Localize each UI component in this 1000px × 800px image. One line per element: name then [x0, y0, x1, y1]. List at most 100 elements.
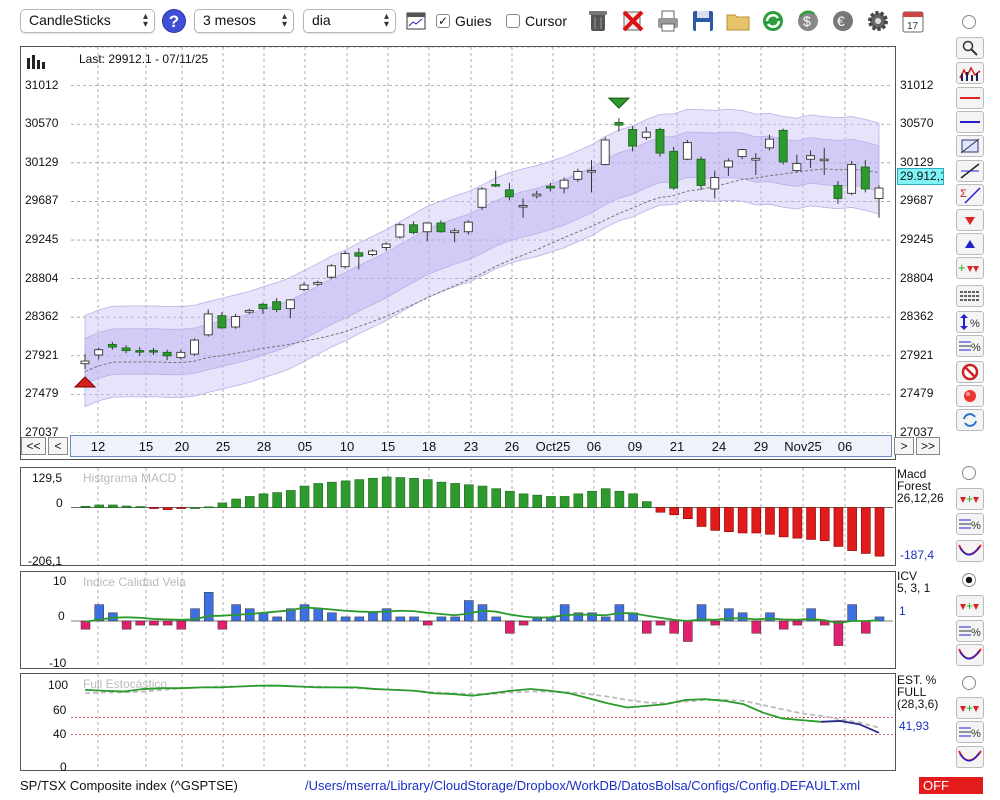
lines-percent-icon[interactable]: % [956, 335, 984, 357]
macd-bar [286, 490, 296, 508]
stochastic-chart[interactable] [71, 674, 893, 771]
add-remove-marker-icon[interactable]: + [956, 488, 984, 510]
icv-bar [313, 608, 323, 622]
macd-bar [765, 507, 775, 535]
candle-body [792, 163, 802, 172]
no-entry-icon[interactable] [956, 361, 984, 383]
oscillator-curve-icon[interactable] [956, 644, 984, 666]
date-tick-label: 28 [257, 439, 271, 454]
nav-first-button[interactable]: << [21, 437, 46, 455]
macd-bar [546, 496, 556, 508]
calendar-day: 17 [907, 21, 919, 32]
panel-radio-stochastic[interactable] [962, 676, 976, 690]
dollar-update-icon[interactable]: $ [794, 7, 822, 35]
oscillator-curve-icon[interactable] [956, 540, 984, 562]
chart-window-icon[interactable] [402, 7, 430, 35]
macd-bar [162, 507, 173, 510]
panel-radio-main[interactable] [962, 15, 976, 29]
cursor-checkbox[interactable] [506, 14, 520, 28]
macd-chart[interactable] [71, 468, 893, 566]
icv-bar [354, 616, 365, 622]
macd-bar [505, 490, 515, 508]
add-remove-marker-icon[interactable]: + [956, 697, 984, 719]
blue-line-icon[interactable] [956, 111, 984, 133]
zoom-icon[interactable] [956, 37, 984, 59]
candle-body [751, 157, 761, 161]
macd-bar [819, 507, 830, 542]
bars-icon [27, 55, 45, 69]
panel-radio-icv[interactable] [962, 573, 976, 587]
macd-bar [135, 506, 146, 508]
icv-bar [696, 604, 707, 622]
candle-body [409, 224, 419, 234]
interval-select[interactable]: dia ▴ ▾ [303, 9, 396, 33]
print-icon[interactable] [654, 7, 682, 35]
price-tick-left: 29687 [25, 193, 59, 208]
scale-percent-icon[interactable]: % [956, 311, 984, 333]
indicator-chart-icon[interactable] [956, 62, 984, 84]
red-line-icon[interactable] [956, 87, 984, 109]
save-icon[interactable] [689, 7, 717, 35]
price-chart[interactable] [71, 47, 893, 433]
chevron-updown-icon: ▴ ▾ [383, 11, 389, 30]
candle-body [477, 188, 487, 208]
add-remove-marker-icon[interactable]: + [956, 595, 984, 617]
icv-chart[interactable] [71, 572, 893, 669]
add-remove-marker-icon[interactable]: + [956, 257, 984, 279]
macd-bar [518, 493, 529, 508]
last-price-label: Last: 29912.1 - 07/11/25 [79, 52, 209, 66]
candle-body [518, 205, 528, 208]
candle-body [80, 360, 90, 365]
macd-value: -187,4 [900, 548, 935, 562]
icv-bar [395, 616, 406, 622]
guides-checkbox[interactable]: ✓ [436, 14, 450, 28]
lines-percent-icon[interactable]: % [956, 513, 984, 535]
date-tick-label: 29 [754, 439, 768, 454]
candle-body [504, 189, 514, 198]
folder-icon[interactable] [724, 7, 752, 35]
icv-bar [190, 608, 200, 622]
euro-icon[interactable]: € [829, 7, 857, 35]
panel-radio-macd[interactable] [962, 466, 976, 480]
candle-body [422, 222, 432, 233]
settings-gear-icon[interactable] [864, 7, 892, 35]
trash-icon[interactable] [584, 7, 612, 35]
chart-type-select[interactable]: CandleSticks ▴ ▾ [20, 9, 155, 33]
delete-chart-icon[interactable] [619, 7, 647, 35]
macd-bar [299, 485, 310, 508]
channel-icon[interactable] [956, 135, 984, 157]
icv-tick-zero: 0 [58, 609, 65, 623]
candle-body [532, 193, 542, 197]
icv-bar [149, 620, 159, 626]
arrow-down-red-icon[interactable] [956, 209, 984, 231]
trendline-icon[interactable] [956, 160, 984, 182]
macd-bar [121, 505, 132, 508]
record-icon[interactable] [956, 385, 984, 407]
calendar-icon[interactable]: 17 [899, 7, 927, 35]
period-select[interactable]: 3 mesos ▴ ▾ [194, 9, 294, 33]
macd-bar [272, 492, 282, 508]
candle-body [600, 139, 610, 165]
oscillator-curve-icon[interactable] [956, 746, 984, 768]
date-tick-label: Nov25 [784, 439, 822, 454]
config-path-link[interactable]: /Users/mserra/Library/CloudStorage/Dropb… [305, 778, 861, 793]
nav-next-button[interactable]: > [894, 437, 914, 455]
sigma-trend-icon[interactable]: Σ [956, 184, 984, 206]
lines-percent-icon[interactable]: % [956, 620, 984, 642]
price-tick-left: 28362 [25, 309, 59, 324]
nav-last-button[interactable]: >> [916, 437, 940, 455]
candle-body [860, 166, 870, 190]
lines-percent-icon[interactable]: % [956, 721, 984, 743]
grid-lines-icon[interactable] [956, 285, 984, 307]
macd-bar [395, 477, 406, 508]
help-button[interactable]: ? [162, 9, 186, 33]
icv-bar [381, 608, 392, 622]
arrow-up-blue-icon[interactable] [956, 233, 984, 255]
refresh-icon[interactable] [759, 7, 787, 35]
off-status-badge[interactable]: OFF [919, 777, 983, 794]
nav-prev-button[interactable]: < [48, 437, 68, 455]
swap-arrows-icon[interactable] [956, 409, 984, 431]
icv-bar [874, 616, 885, 622]
date-scrollbar[interactable]: 12 15 20 25 28 05 10 15 18 23 26 Oct25 06 09 21 24 29 Nov… [70, 435, 892, 457]
macd-title: Histgrama MACD [83, 471, 177, 485]
